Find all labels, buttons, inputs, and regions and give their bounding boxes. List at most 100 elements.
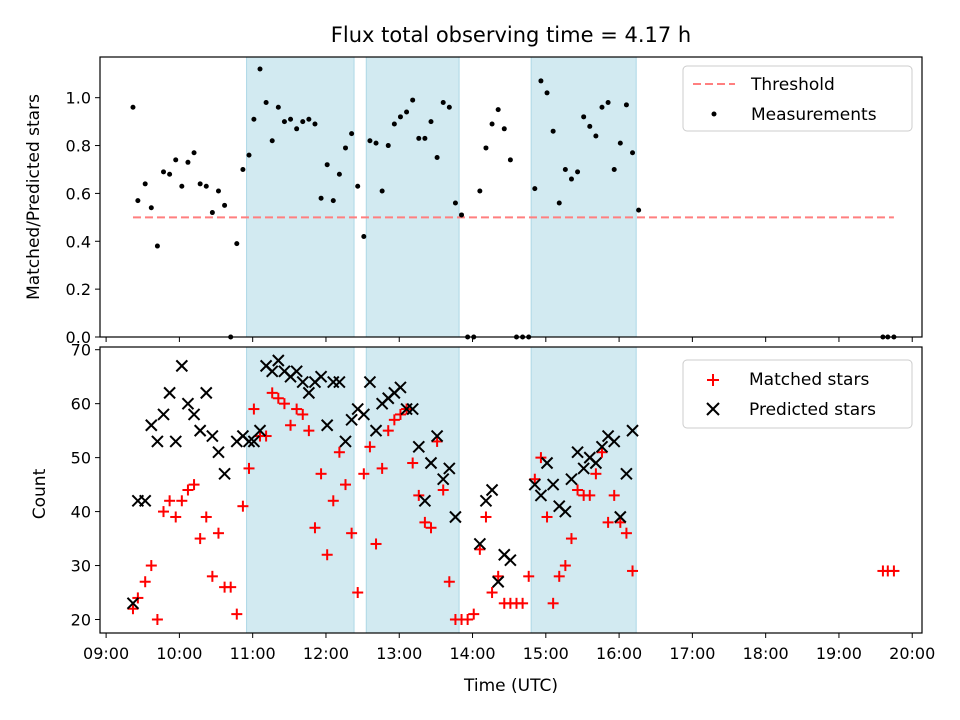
measurement-point	[324, 162, 330, 168]
predicted-star-point	[242, 435, 256, 448]
legend-matched-swatch	[707, 374, 719, 386]
x-tick-label: 09:00	[83, 644, 129, 663]
measurement-point	[489, 121, 495, 127]
matched-star-point	[278, 398, 290, 410]
y-tick-label: 20	[71, 611, 91, 630]
measurement-point	[173, 157, 179, 163]
measurement-point	[373, 140, 379, 146]
predicted-star-point	[528, 478, 542, 491]
predicted-star-point	[339, 435, 352, 448]
measurement-point	[209, 210, 215, 216]
predicted-star-point	[333, 375, 346, 389]
y-tick-label: 0.6	[66, 184, 91, 203]
matched-star-point	[602, 516, 614, 528]
measurement-point	[544, 90, 550, 96]
predicted-star-point	[157, 408, 170, 421]
predicted-star-point	[491, 575, 505, 588]
predicted-star-point	[200, 386, 213, 400]
matched-star-point	[413, 489, 425, 501]
predicted-star-point	[479, 494, 493, 507]
measurement-point	[263, 99, 269, 105]
measurement-point	[318, 195, 324, 201]
y-tick-label: 70	[71, 341, 91, 360]
measurement-point	[300, 119, 306, 125]
matched-star-point	[170, 511, 182, 523]
matched-star-point	[437, 484, 449, 496]
measurement-point	[434, 155, 440, 161]
shaded-interval-1	[246, 56, 355, 338]
predicted-star-point	[138, 494, 152, 507]
predicted-star-point	[253, 424, 267, 437]
predicted-star-point	[302, 386, 316, 400]
matched-star-point	[492, 570, 504, 582]
matched-star-point	[243, 462, 255, 474]
matched-star-point	[431, 435, 443, 447]
top-axes-frame	[99, 56, 923, 338]
top-x-axis-ticks	[105, 337, 913, 342]
measurement-point	[203, 183, 209, 189]
matched-star-point	[376, 462, 388, 474]
matched-star-point	[333, 446, 345, 458]
measurement-point	[556, 200, 562, 206]
matched-star-point	[523, 570, 535, 582]
predicted-star-point	[126, 597, 140, 610]
measurement-point	[336, 171, 342, 177]
matched-star-point	[285, 419, 297, 431]
measurement-point	[306, 116, 312, 122]
legend-predicted-swatch	[706, 402, 720, 416]
x-tick-label: 16:00	[596, 644, 642, 663]
predicted-star-point	[571, 446, 584, 459]
measurement-point	[148, 205, 154, 211]
measurement-point	[422, 135, 428, 141]
bottom-ylabel: Count	[30, 468, 50, 519]
matched-star-point	[462, 614, 474, 626]
matched-star-point	[517, 597, 529, 609]
x-tick-label: 11:00	[230, 644, 276, 663]
y-tick-label: 1.0	[66, 89, 91, 108]
matched-star-point	[231, 608, 243, 620]
matched-star-point	[419, 516, 431, 528]
measurement-point	[575, 169, 581, 175]
y-tick-label: 30	[71, 557, 91, 576]
matched-star-point	[248, 403, 260, 415]
predicted-star-point	[473, 537, 487, 551]
matched-star-point	[346, 527, 358, 539]
y-tick-label: 0.0	[66, 328, 91, 347]
legend-predicted-label: Predicted stars	[749, 400, 876, 420]
measurement-point	[410, 97, 416, 103]
matched-star-point	[559, 560, 571, 572]
matched-star-point	[407, 457, 419, 469]
matched-star-point	[206, 570, 218, 582]
x-tick-label: 10:00	[156, 644, 202, 663]
measurement-point	[397, 114, 403, 120]
matched-star-point	[212, 527, 224, 539]
matched-stars-points	[127, 387, 900, 626]
y-tick-label: 40	[71, 503, 91, 522]
predicted-star-point	[187, 408, 201, 421]
top-ylabel: Matched/Predicted stars	[24, 94, 44, 300]
measurement-point	[246, 152, 252, 158]
matched-star-point	[176, 495, 188, 507]
y-tick-label: 0.2	[66, 280, 91, 299]
x-tick-label: 15:00	[523, 644, 569, 663]
matched-star-point	[352, 587, 364, 599]
shaded-interval-1	[246, 346, 355, 634]
matched-star-point	[480, 511, 492, 523]
predicted-star-point	[412, 440, 425, 454]
measurement-point	[191, 150, 197, 156]
matched-star-point	[565, 533, 577, 545]
measurement-point	[617, 140, 623, 146]
measurement-point	[636, 207, 642, 213]
bottom-x-axis-ticks: 09:00 10:00 11:00 12:00 13:00 14:00 15:00 16:00…	[83, 633, 935, 663]
measurement-point	[587, 123, 593, 129]
measurement-point	[446, 104, 452, 110]
y-tick-label: 0.4	[66, 232, 91, 251]
predicted-star-point	[443, 462, 456, 475]
matched-star-point	[382, 425, 394, 437]
measurement-point	[593, 133, 599, 139]
measurement-point	[281, 119, 287, 125]
measurement-point	[222, 202, 228, 208]
measurement-point	[452, 200, 458, 206]
y-tick-label: 50	[71, 449, 91, 468]
